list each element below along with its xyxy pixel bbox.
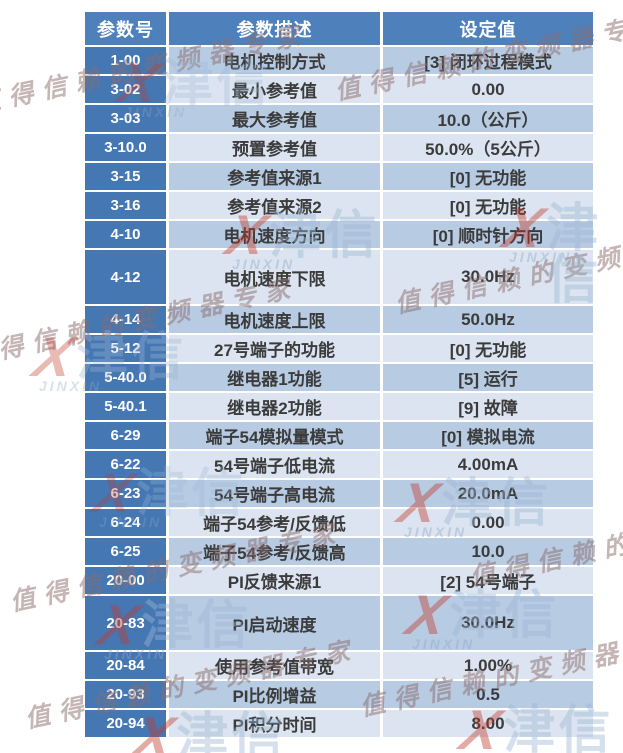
param-description-cell: 最小参考值: [169, 76, 380, 103]
table-row: 20-94 PI积分时间 8.00: [85, 710, 593, 737]
table-row: 4-12 电机速度下限 30.0Hz: [85, 250, 593, 304]
param-setting-cell: 50.0Hz: [383, 306, 593, 333]
column-header-setting: 设定值: [383, 12, 593, 45]
param-number-cell: 20-83: [85, 596, 166, 650]
param-description-cell: 继电器2功能: [169, 393, 380, 420]
param-setting-cell: 10.0（公斤）: [383, 105, 593, 132]
table-row: 3-02 最小参考值 0.00: [85, 76, 593, 103]
param-setting-cell: [0] 无功能: [383, 192, 593, 219]
table-row: 20-84 使用参考值带宽 1.00%: [85, 652, 593, 679]
param-description-cell: 最大参考值: [169, 105, 380, 132]
table-row: 6-24 端子54参考/反馈低 0.00: [85, 509, 593, 536]
param-setting-cell: 30.0Hz: [383, 596, 593, 650]
param-description-cell: 27号端子的功能: [169, 335, 380, 362]
table-row: 6-23 54号端子高电流 20.0mA: [85, 480, 593, 507]
table-row: 3-10.0 预置参考值 50.0%（5公斤）: [85, 134, 593, 161]
param-number-cell: 20-94: [85, 710, 166, 737]
table-row: 4-14 电机速度上限 50.0Hz: [85, 306, 593, 333]
param-description-cell: PI反馈来源1: [169, 567, 380, 594]
param-description-cell: 使用参考值带宽: [169, 652, 380, 679]
table-row: 1-00 电机控制方式 [3] 闭环过程模式: [85, 47, 593, 74]
table-row: 6-29 端子54模拟量模式 [0] 模拟电流: [85, 422, 593, 449]
table-row: 20-93 PI比例增益 0.5: [85, 681, 593, 708]
param-number-cell: 4-12: [85, 250, 166, 304]
param-setting-cell: [0] 顺时针方向: [383, 221, 593, 248]
param-description-cell: 参考值来源1: [169, 163, 380, 190]
param-number-cell: 4-10: [85, 221, 166, 248]
param-description-cell: 端子54模拟量模式: [169, 422, 380, 449]
table-row: 3-03 最大参考值 10.0（公斤）: [85, 105, 593, 132]
param-number-cell: 20-93: [85, 681, 166, 708]
table-header-row: 参数号 参数描述 设定值: [85, 12, 593, 45]
table-row: 6-25 端子54参考/反馈高 10.0: [85, 538, 593, 565]
param-setting-cell: [2] 54号端子: [383, 567, 593, 594]
table-row: 20-83 PI启动速度 30.0Hz: [85, 596, 593, 650]
param-setting-cell: [9] 故障: [383, 393, 593, 420]
param-setting-cell: 50.0%（5公斤）: [383, 134, 593, 161]
param-setting-cell: 0.00: [383, 509, 593, 536]
param-setting-cell: 20.0mA: [383, 480, 593, 507]
table-row: 5-40.1 继电器2功能 [9] 故障: [85, 393, 593, 420]
param-number-cell: 6-24: [85, 509, 166, 536]
param-setting-cell: 4.00mA: [383, 451, 593, 478]
param-setting-cell: 0.5: [383, 681, 593, 708]
table-row: 20-00 PI反馈来源1 [2] 54号端子: [85, 567, 593, 594]
column-header-param-no: 参数号: [85, 12, 166, 45]
param-number-cell: 5-40.0: [85, 364, 166, 391]
param-setting-cell: [0] 无功能: [383, 335, 593, 362]
param-number-cell: 3-15: [85, 163, 166, 190]
jinxin-x-logo-icon: X: [28, 325, 80, 388]
param-number-cell: 6-29: [85, 422, 166, 449]
param-description-cell: 端子54参考/反馈高: [169, 538, 380, 565]
param-description-cell: 54号端子高电流: [169, 480, 380, 507]
param-setting-cell: [0] 模拟电流: [383, 422, 593, 449]
param-number-cell: 1-00: [85, 47, 166, 74]
table-row: 5-12 27号端子的功能 [0] 无功能: [85, 335, 593, 362]
column-header-description: 参数描述: [169, 12, 380, 45]
param-setting-cell: [3] 闭环过程模式: [383, 47, 593, 74]
param-description-cell: 电机控制方式: [169, 47, 380, 74]
param-description-cell: 电机速度下限: [169, 250, 380, 304]
param-setting-cell: 0.00: [383, 76, 593, 103]
param-description-cell: 继电器1功能: [169, 364, 380, 391]
param-number-cell: 20-00: [85, 567, 166, 594]
param-setting-cell: 1.00%: [383, 652, 593, 679]
table-row: 5-40.0 继电器1功能 [5] 运行: [85, 364, 593, 391]
param-description-cell: 参考值来源2: [169, 192, 380, 219]
param-description-cell: PI比例增益: [169, 681, 380, 708]
param-setting-cell: [5] 运行: [383, 364, 593, 391]
param-setting-cell: [0] 无功能: [383, 163, 593, 190]
param-number-cell: 6-25: [85, 538, 166, 565]
param-number-cell: 5-12: [85, 335, 166, 362]
param-description-cell: 54号端子低电流: [169, 451, 380, 478]
param-description-cell: PI启动速度: [169, 596, 380, 650]
parameter-table: 参数号 参数描述 设定值 1-00 电机控制方式 [3] 闭环过程模式 3-02 最小参…: [85, 12, 593, 737]
param-setting-cell: 30.0Hz: [383, 250, 593, 304]
param-number-cell: 6-22: [85, 451, 166, 478]
table-row: 3-16 参考值来源2 [0] 无功能: [85, 192, 593, 219]
param-number-cell: 5-40.1: [85, 393, 166, 420]
param-number-cell: 3-02: [85, 76, 166, 103]
param-number-cell: 3-16: [85, 192, 166, 219]
table-body: 1-00 电机控制方式 [3] 闭环过程模式 3-02 最小参考值 0.00 3-03 最大参…: [85, 47, 593, 737]
param-description-cell: 电机速度上限: [169, 306, 380, 333]
param-description-cell: 端子54参考/反馈低: [169, 509, 380, 536]
param-number-cell: 3-03: [85, 105, 166, 132]
param-setting-cell: 8.00: [383, 710, 593, 737]
param-description-cell: 电机速度方向: [169, 221, 380, 248]
table-row: 4-10 电机速度方向 [0] 顺时针方向: [85, 221, 593, 248]
param-description-cell: PI积分时间: [169, 710, 380, 737]
param-setting-cell: 10.0: [383, 538, 593, 565]
param-number-cell: 20-84: [85, 652, 166, 679]
table-row: 6-22 54号端子低电流 4.00mA: [85, 451, 593, 478]
table-row: 3-15 参考值来源1 [0] 无功能: [85, 163, 593, 190]
param-number-cell: 6-23: [85, 480, 166, 507]
param-number-cell: 3-10.0: [85, 134, 166, 161]
param-description-cell: 预置参考值: [169, 134, 380, 161]
param-number-cell: 4-14: [85, 306, 166, 333]
